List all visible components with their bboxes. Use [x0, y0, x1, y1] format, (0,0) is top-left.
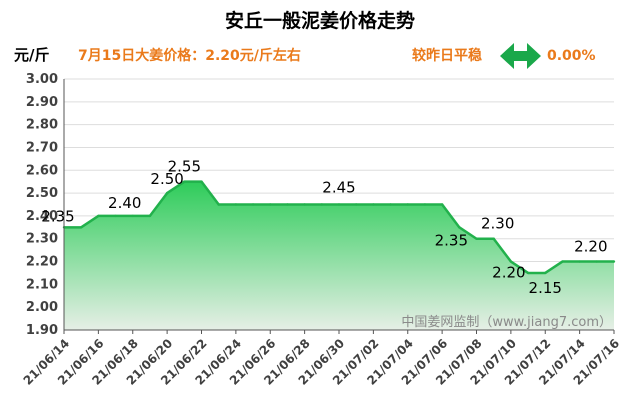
data-point	[578, 260, 581, 263]
data-label: 2.35	[41, 207, 74, 225]
data-point	[114, 214, 117, 218]
watermark: 中国姜网监制（www.jiang7.com）	[401, 315, 612, 330]
data-point	[200, 180, 203, 183]
y-tick-label: 2.00	[26, 300, 58, 315]
data-point	[612, 260, 616, 263]
y-tick-label: 2.20	[26, 255, 58, 270]
unit-label: 元/斤	[14, 46, 49, 64]
y-tick-label: 2.60	[26, 163, 58, 178]
data-label: 2.30	[481, 215, 514, 233]
y-tick-label: 2.70	[26, 140, 58, 155]
data-point	[595, 260, 599, 263]
data-point	[183, 180, 186, 183]
data-point	[148, 214, 152, 218]
data-label: 2.55	[168, 158, 201, 176]
data-point	[337, 203, 341, 206]
data-label: 2.50	[150, 170, 183, 188]
y-tick-label: 2.80	[26, 118, 58, 133]
data-point	[440, 203, 444, 206]
compare-label: 较昨日平稳	[412, 47, 482, 64]
data-point	[509, 260, 513, 263]
data-point	[217, 203, 220, 206]
data-point	[234, 203, 238, 206]
data-point	[492, 237, 495, 240]
data-point	[79, 226, 83, 229]
price-area	[62, 180, 616, 330]
data-label: 2.35	[435, 231, 468, 249]
change-value: 0.00%	[547, 48, 596, 64]
data-label: 2.40	[108, 194, 141, 212]
data-label: 2.15	[529, 279, 562, 297]
data-label: 2.20	[492, 264, 525, 282]
data-point	[544, 271, 547, 275]
data-point	[131, 214, 134, 218]
data-point	[320, 203, 324, 206]
chart-title: 安丘一般泥姜价格走势	[225, 9, 415, 32]
price-info: 7月15日大姜价格：2.20元/斤左右	[78, 47, 301, 64]
data-point	[303, 203, 306, 206]
area-fill	[64, 181, 614, 330]
data-point	[423, 203, 427, 206]
data-point	[406, 203, 409, 206]
data-point	[165, 191, 169, 195]
data-point	[286, 203, 289, 206]
y-tick-label: 2.10	[26, 277, 58, 292]
data-point	[389, 203, 392, 206]
y-tick-label: 2.50	[26, 186, 58, 201]
y-tick-label: 3.00	[26, 72, 58, 87]
y-tick-label: 2.30	[26, 232, 58, 247]
data-point	[372, 203, 375, 206]
x-axis-ticks: 21/06/1421/06/1621/06/1821/06/2021/06/22…	[21, 330, 622, 388]
data-label: 2.45	[322, 179, 355, 197]
data-label: 2.20	[574, 238, 607, 256]
data-point	[269, 203, 272, 206]
data-point	[251, 203, 255, 206]
data-labels: 2.352.402.502.552.452.352.302.202.152.20	[41, 158, 607, 297]
data-point	[458, 226, 461, 229]
left-right-arrow-icon	[500, 43, 541, 69]
y-axis-ticks: 3.00 2.90 2.80 2.70 2.60 2.50 2.40 2.30 2.20 2.10…	[26, 72, 58, 338]
y-tick-label: 1.90	[26, 323, 58, 338]
data-point	[354, 203, 358, 206]
data-point	[475, 237, 478, 240]
data-point	[561, 260, 564, 263]
data-point	[97, 214, 100, 218]
data-point	[526, 271, 530, 275]
y-tick-label: 2.90	[26, 95, 58, 110]
y-tick-label: 2.40	[26, 209, 58, 224]
